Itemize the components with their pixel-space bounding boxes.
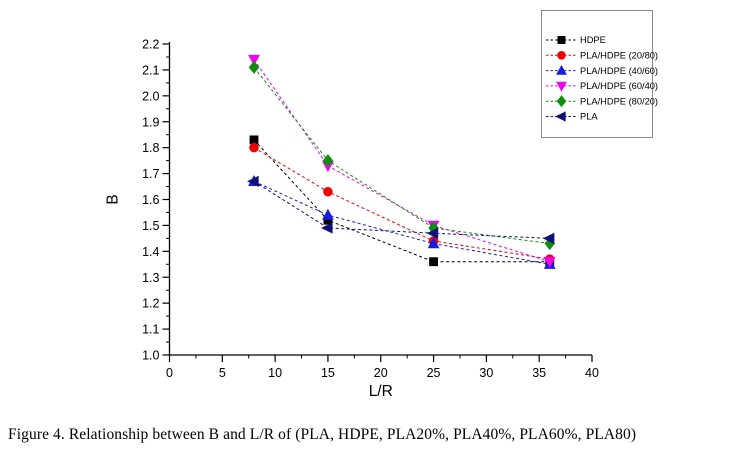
y-tick-label: 2.1: [142, 63, 159, 77]
series-pla-hdpe-40-60-: [248, 175, 556, 269]
legend: HDPE PLA/HDPE (20/80) PLA/HDPE (40/60) PLA/…: [541, 10, 658, 138]
y-axis-ticks: 1.0 1.1 1.2 1.3 1.4 1.5 1.6 1.7 1.8 1.9 2.0 2.1 2.2: [142, 38, 170, 363]
legend-item-pla-hdpe-40-60-: PLA/HDPE (40/60): [546, 64, 658, 76]
y-tick-label: 1.2: [142, 297, 159, 311]
y-tick-label: 1.5: [142, 219, 159, 233]
data-point-marker: [247, 175, 259, 187]
legend-item-label: PLA/HDPE (20/80): [580, 51, 658, 61]
x-axis-label: L/R: [369, 383, 393, 400]
data-point-marker: [542, 232, 555, 245]
y-tick-label: 1.1: [142, 323, 159, 337]
x-tick-label: 30: [479, 366, 493, 380]
data-point-marker: [556, 64, 567, 75]
y-tick-label: 2.2: [142, 38, 159, 52]
data-point-marker: [557, 36, 566, 44]
data-point-marker: [557, 51, 566, 60]
legend-item-label: PLA/HDPE (80/20): [580, 96, 658, 106]
y-tick-label: 1.8: [142, 141, 159, 155]
data-point-marker: [321, 222, 333, 234]
legend-item-pla-hdpe-80-20-: PLA/HDPE (80/20): [546, 95, 658, 108]
data-point-marker: [248, 60, 260, 74]
series-pla-hdpe-80-20-: [248, 60, 555, 251]
data-point-marker: [555, 111, 566, 122]
data-point-marker: [248, 54, 260, 66]
axes: [168, 42, 592, 356]
data-point-marker: [543, 257, 556, 269]
legend-item-label: PLA: [580, 112, 598, 122]
legend-item-label: PLA/HDPE (60/40): [580, 81, 658, 91]
data-point-marker: [426, 227, 439, 239]
x-tick-label: 40: [585, 366, 599, 380]
data-point-marker: [429, 257, 438, 267]
x-axis-ticks: 0 5 10 15 20 25 30 35 40: [166, 355, 599, 380]
data-point-marker: [322, 208, 334, 220]
legend-item-pla-hdpe-20-80-: PLA/HDPE (20/80): [546, 51, 658, 61]
y-tick-label: 1.4: [142, 245, 159, 259]
data-point-marker: [556, 81, 567, 92]
legend-item-hdpe: HDPE: [546, 35, 606, 45]
chart-canvas: 0 5 10 15 20 25 30 35 40 1.0 1.1 1.2 1.3 1.4 1.5 1.6 1.7…: [105, 10, 658, 400]
data-point-marker: [556, 95, 567, 108]
y-tick-label: 1.0: [142, 349, 159, 363]
data-point-marker: [323, 186, 333, 197]
x-tick-label: 35: [532, 366, 546, 380]
x-tick-label: 15: [321, 366, 335, 380]
data-point-marker: [427, 237, 440, 249]
data-point-marker: [322, 154, 334, 168]
figure-caption: Figure 4. Relationship between B and L/R…: [8, 426, 637, 443]
legend-item-label: PLA/HDPE (40/60): [580, 66, 658, 76]
series-pla-hdpe-20-80-: [249, 142, 555, 264]
legend-item-pla: PLA: [546, 111, 598, 122]
y-axis-label: B: [105, 194, 122, 204]
x-tick-label: 5: [219, 366, 226, 380]
y-tick-label: 1.3: [142, 271, 159, 285]
series-pla: [247, 175, 555, 245]
legend-item-label: HDPE: [580, 35, 606, 45]
y-tick-label: 2.0: [142, 89, 159, 103]
x-tick-label: 25: [427, 366, 441, 380]
x-tick-label: 20: [374, 366, 388, 380]
legend-item-pla-hdpe-60-40-: PLA/HDPE (60/40): [546, 81, 658, 92]
x-tick-label: 10: [268, 366, 282, 380]
y-tick-label: 1.9: [142, 115, 159, 129]
data-point-marker: [249, 142, 259, 153]
x-tick-label: 0: [166, 366, 173, 380]
y-tick-label: 1.7: [142, 167, 159, 181]
data-point-marker: [249, 135, 259, 145]
y-tick-label: 1.6: [142, 193, 159, 207]
